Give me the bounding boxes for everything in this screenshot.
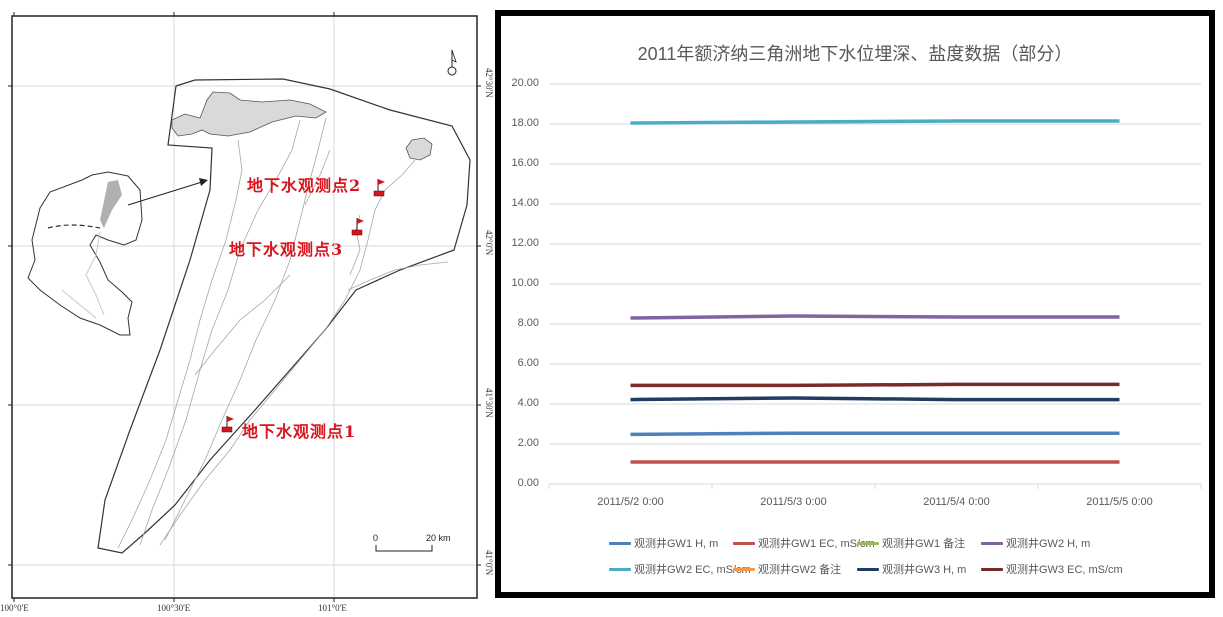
- series-line: [630, 396, 1120, 402]
- gridlines: [548, 83, 1202, 489]
- y-tick-label: 4.00: [517, 397, 539, 409]
- series-line: [630, 431, 1120, 437]
- y-tick-label: 8.00: [517, 317, 539, 329]
- y-tick-label: 18.00: [511, 117, 539, 129]
- y-tick-label: 16.00: [511, 157, 539, 169]
- legend-swatch-icon: [981, 567, 1003, 571]
- series-lines: [630, 119, 1120, 464]
- legend-swatch-icon: [981, 541, 1003, 545]
- station-2-label: 地下水观测点2: [247, 176, 362, 195]
- legend-item: 观测井GW3 EC, mS/cm: [981, 561, 1123, 577]
- chart-title: 2011年额济纳三角洲地下水位埋深、盐度数据（部分）: [637, 44, 1073, 64]
- lon-label-101-0: 101°0'E: [318, 603, 347, 613]
- legend-label: 观测井GW3 EC, mS/cm: [1006, 564, 1123, 576]
- y-tick-label: 2.00: [517, 437, 539, 449]
- inset-arrow-icon: [127, 178, 208, 206]
- lat-label-41-30: 41°30'N: [484, 388, 494, 418]
- y-tick-label: 6.00: [517, 357, 539, 369]
- lat-label-42-0: 42°0'N: [484, 230, 494, 256]
- legend-item: 观测井GW3 H, m: [857, 561, 966, 577]
- lat-label-42-30: 42°30'N: [484, 68, 494, 98]
- legend-swatch-icon: [857, 567, 879, 571]
- lon-label-100-30: 100°30'E: [157, 603, 191, 613]
- scale-end: 20 km: [426, 533, 451, 543]
- legend-item: 观测井GW2 H, m: [981, 535, 1090, 551]
- plot-area: [548, 83, 1202, 489]
- x-tick-label: 2011/5/5 0:00: [1086, 496, 1153, 508]
- legend-item: 观测井GW1 备注: [857, 535, 965, 551]
- inset-basin-map: [27, 171, 143, 336]
- north-arrow-icon: [447, 49, 457, 76]
- lat-label-41-0: 41°0'N: [484, 550, 494, 576]
- study-area-map: 地下水观测点1 地下水观测点2 地下水观测点3 0 20 km 100°0'E …: [0, 0, 494, 617]
- legend-item: 观测井GW2 EC, mS/cm: [609, 561, 751, 577]
- y-tick-label: 14.00: [511, 197, 539, 209]
- station-2-flag-icon: [373, 179, 385, 197]
- legend-label: 观测井GW2 备注: [758, 564, 842, 576]
- legend-item: 观测井GW2 备注: [733, 561, 841, 577]
- graticule: [12, 16, 477, 598]
- legend-label: 观测井GW2 H, m: [1006, 538, 1091, 550]
- scale-start: 0: [373, 533, 379, 543]
- legend-item: 观测井GW1 H, m: [609, 535, 718, 551]
- y-tick-label: 20.00: [511, 77, 539, 89]
- groundwater-line-chart: 2011年额济纳三角洲地下水位埋深、盐度数据（部分） 0.00 2.00 4.00 6…: [495, 10, 1215, 598]
- series-line: [630, 314, 1120, 320]
- series-line: [630, 382, 1120, 388]
- river-channels: [117, 117, 449, 549]
- map-graphics: [8, 12, 481, 602]
- legend-label: 观测井GW2 EC, mS/cm: [634, 564, 751, 576]
- series-line: [630, 119, 1120, 125]
- legend-swatch-icon: [857, 541, 879, 545]
- map-ticks: [8, 12, 481, 602]
- legend-swatch-icon: [733, 541, 755, 545]
- station-3-label: 地下水观测点3: [229, 240, 344, 259]
- y-tick-label: 0.00: [517, 477, 539, 489]
- lake-juyanhai-west: [171, 91, 327, 137]
- x-tick-label: 2011/5/4 0:00: [923, 496, 990, 508]
- y-tick-label: 12.00: [511, 237, 539, 249]
- legend-label: 观测井GW1 备注: [882, 538, 966, 550]
- x-tick-label: 2011/5/2 0:00: [597, 496, 664, 508]
- legend-swatch-icon: [609, 541, 631, 545]
- station-1-flag-icon: [221, 416, 234, 433]
- station-3-flag-icon: [351, 218, 364, 236]
- lake-east: [405, 137, 433, 161]
- map-frame: [11, 15, 478, 599]
- x-tick-label: 2011/5/3 0:00: [760, 496, 827, 508]
- legend-item: 观测井GW1 EC, mS/cm: [733, 535, 875, 551]
- legend-label: 观测井GW1 EC, mS/cm: [758, 538, 875, 550]
- study-area-boundary: [97, 78, 471, 554]
- station-1-label: 地下水观测点1: [242, 422, 357, 441]
- y-tick-label: 10.00: [511, 277, 539, 289]
- legend-label: 观测井GW3 H, m: [882, 564, 967, 576]
- lon-label-100-0: 100°0'E: [0, 603, 29, 613]
- legend-label: 观测井GW1 H, m: [634, 538, 719, 550]
- scale-bar: [375, 545, 433, 552]
- legend-swatch-icon: [609, 567, 631, 571]
- legend-swatch-icon: [733, 567, 755, 571]
